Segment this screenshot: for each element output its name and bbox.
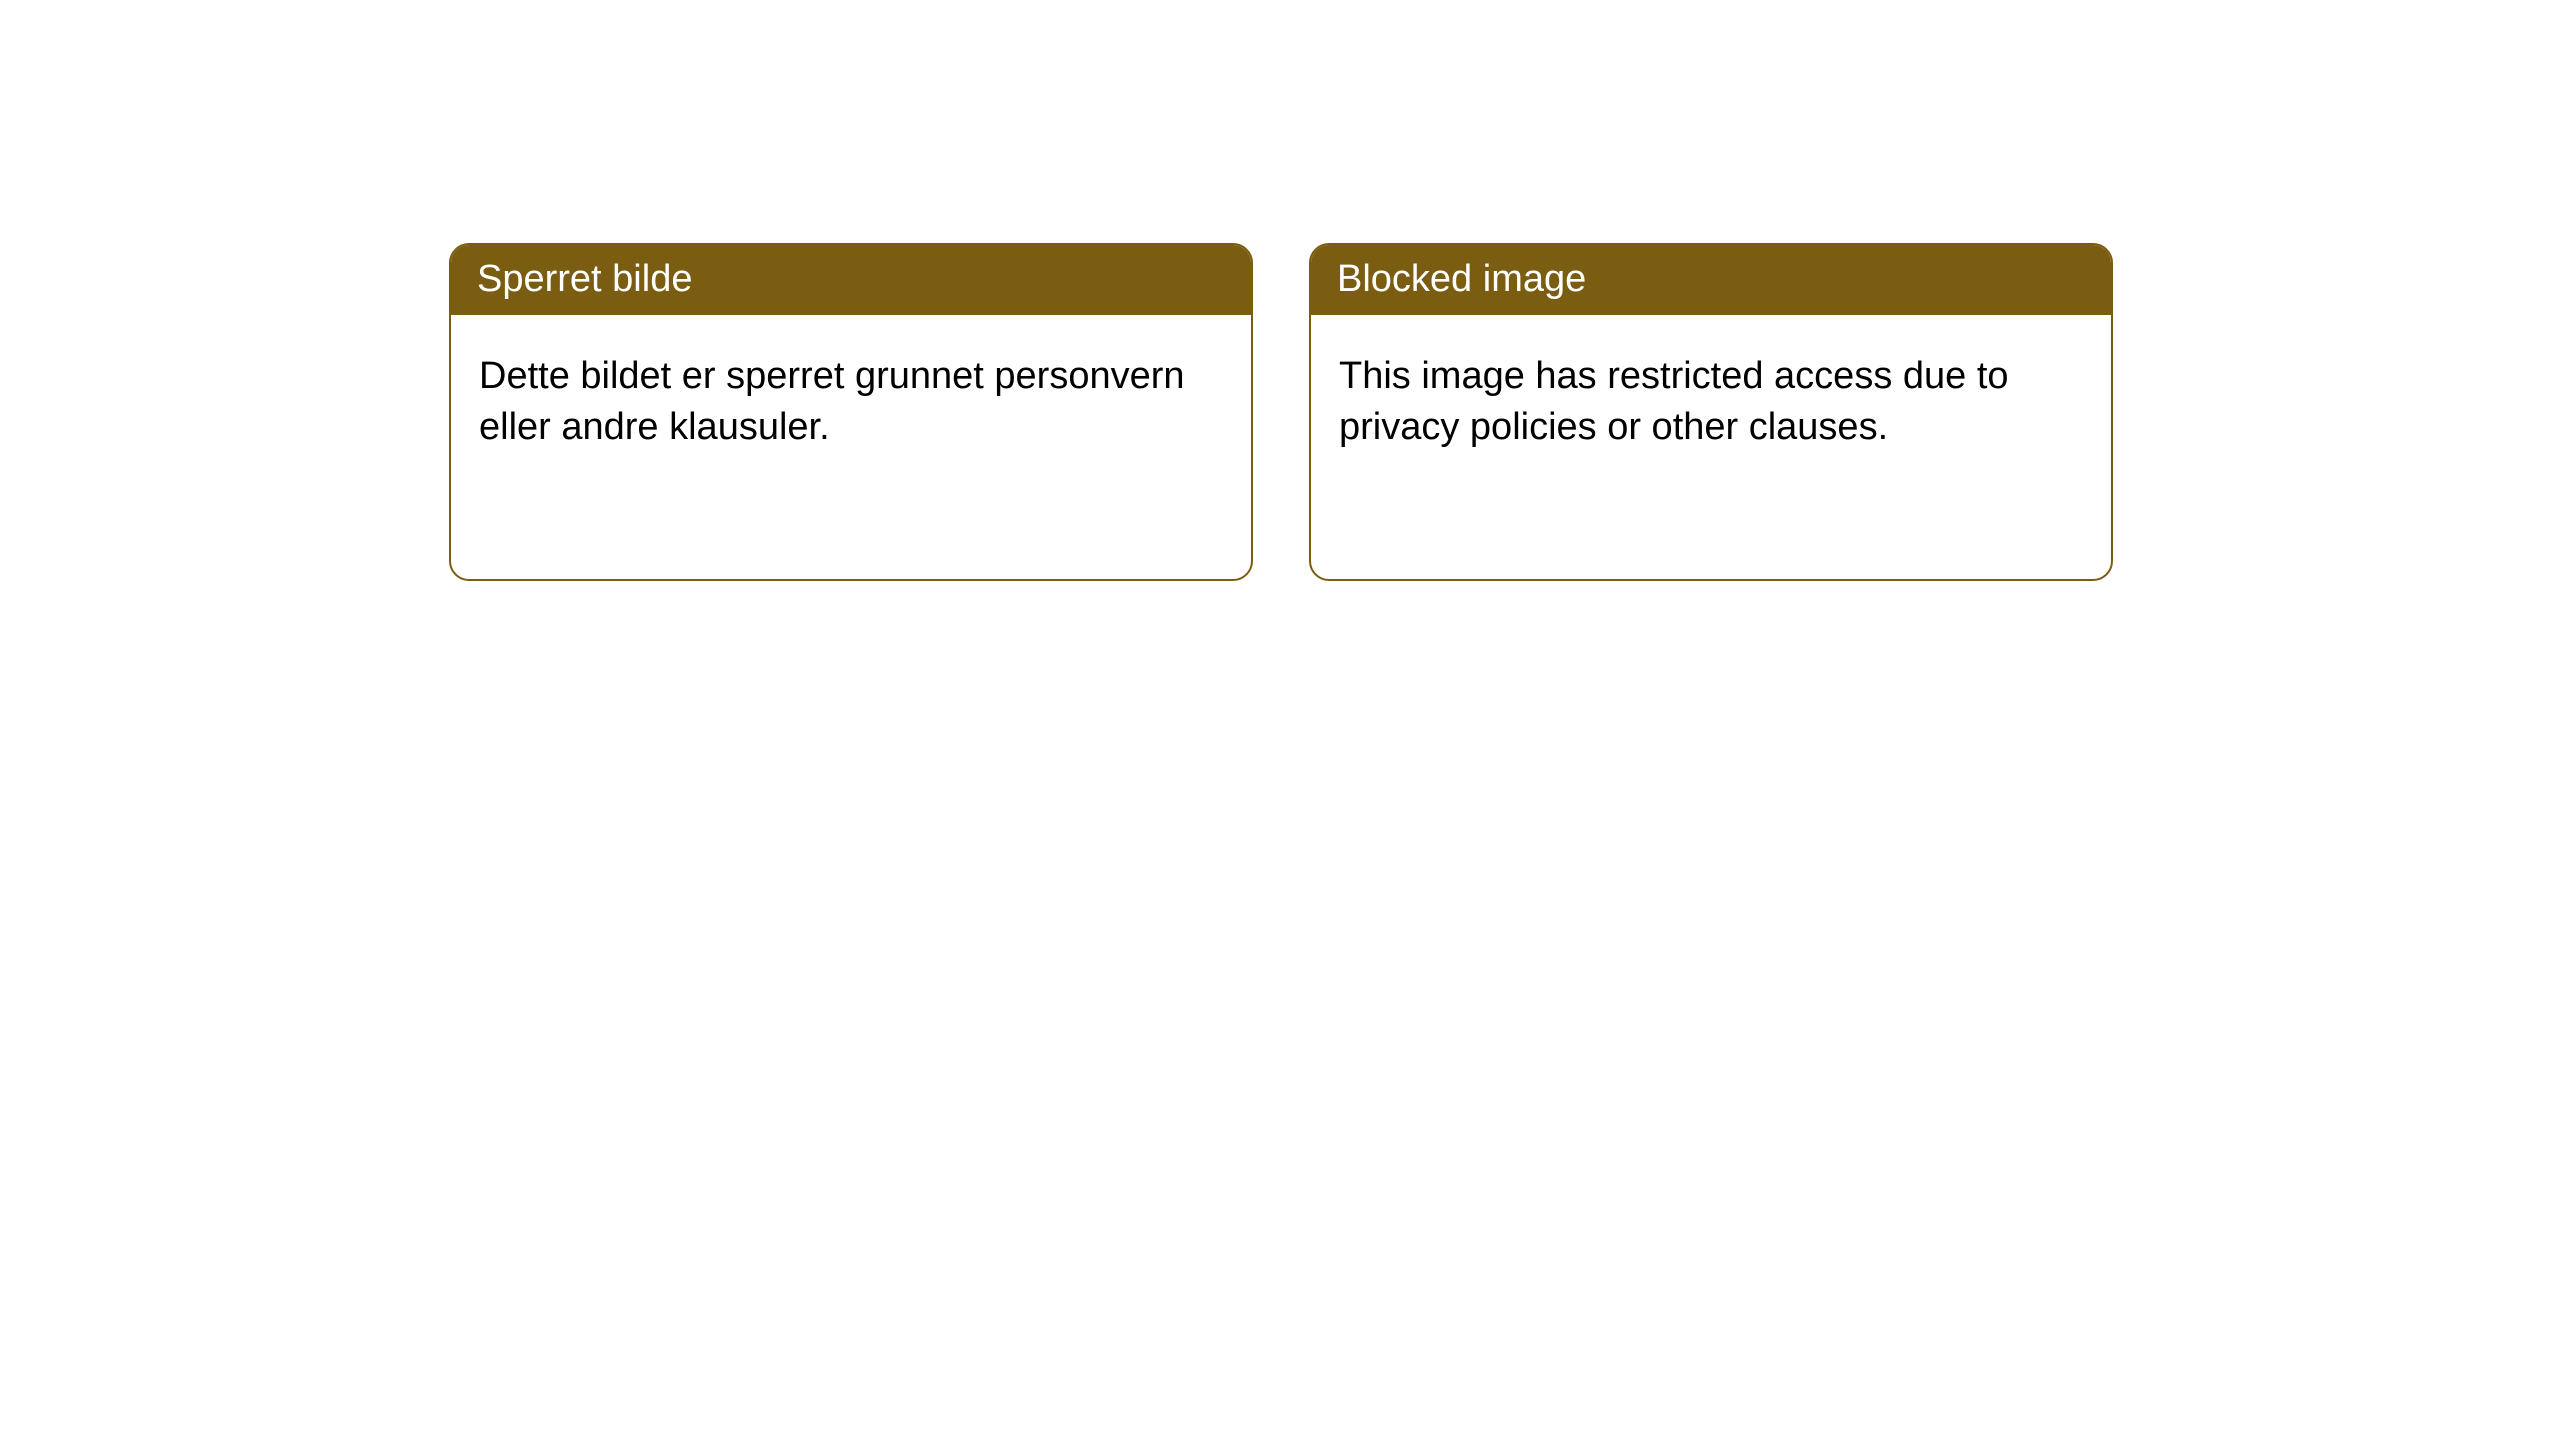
card-title: Sperret bilde [477,258,692,300]
card-body: This image has restricted access due to … [1311,315,2111,490]
card-body-text: Dette bildet er sperret grunnet personve… [479,355,1185,448]
notice-container: Sperret bilde Dette bildet er sperret gr… [0,0,2560,581]
blocked-image-card-en: Blocked image This image has restricted … [1309,243,2113,581]
card-body: Dette bildet er sperret grunnet personve… [451,315,1251,490]
blocked-image-card-no: Sperret bilde Dette bildet er sperret gr… [449,243,1253,581]
card-title: Blocked image [1337,258,1586,300]
card-header: Sperret bilde [451,245,1251,315]
card-body-text: This image has restricted access due to … [1339,355,2009,448]
card-header: Blocked image [1311,245,2111,315]
